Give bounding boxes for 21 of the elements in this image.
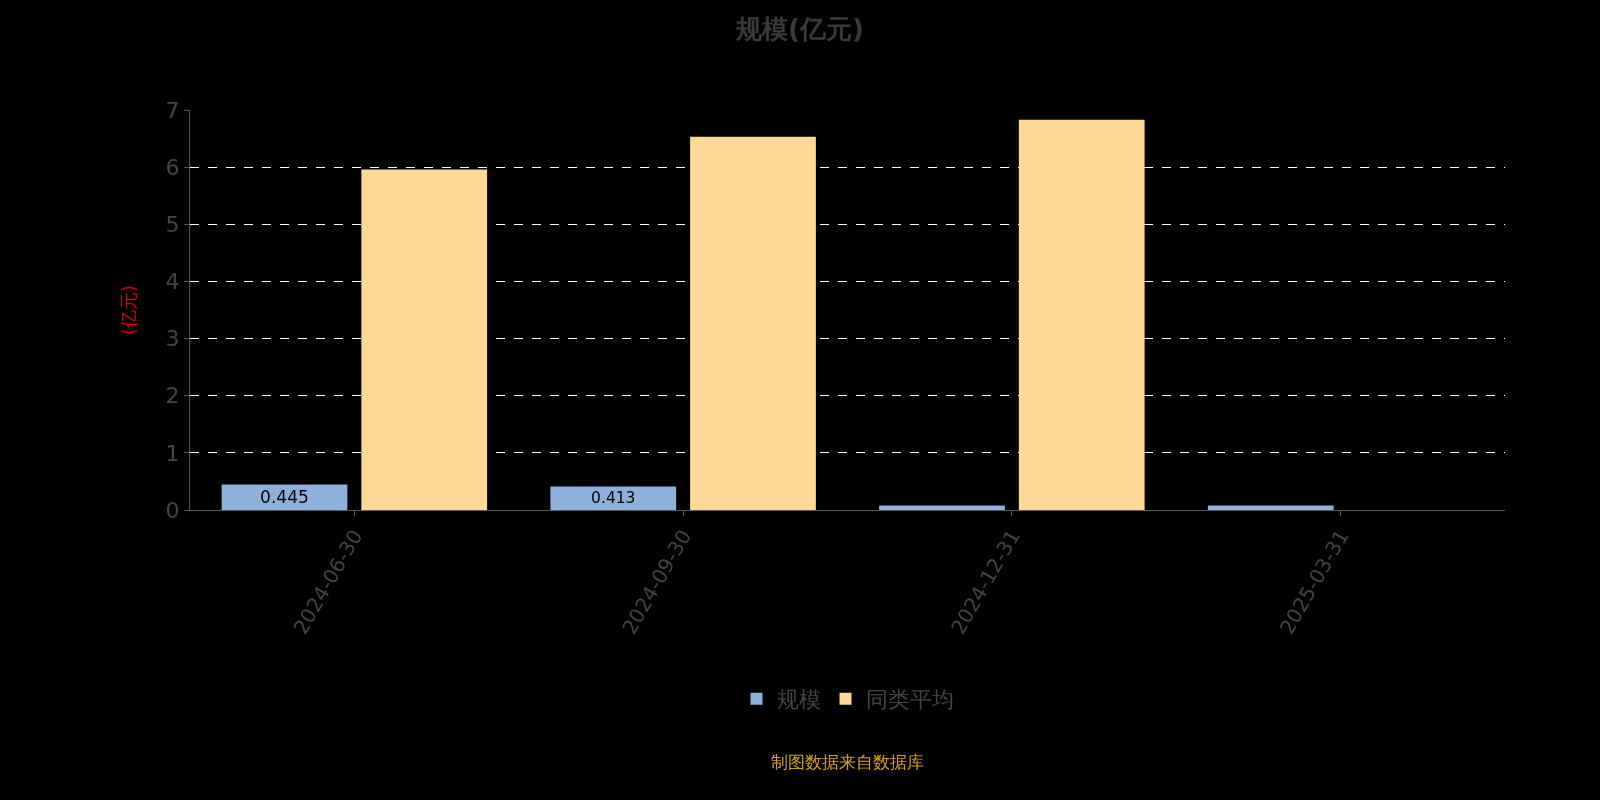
y-tick-label: 7 <box>165 97 180 123</box>
legend-label: 同类平均 <box>865 687 954 713</box>
bar <box>550 486 677 510</box>
legend-label: 规模 <box>776 687 821 713</box>
bar <box>361 169 488 510</box>
bar <box>1018 119 1145 510</box>
y-tick-label: 6 <box>165 154 180 180</box>
text: 制图数据来自数据库 <box>771 752 924 772</box>
bar <box>879 505 1005 510</box>
y-tick-label: 3 <box>165 326 180 352</box>
y-tick-label: 0 <box>165 497 180 523</box>
y-tick-label: 4 <box>165 269 180 295</box>
y-tick-label: 5 <box>165 211 180 237</box>
bar <box>1207 505 1334 510</box>
chart-title: 规模(亿元) <box>735 14 864 45</box>
y-tick-label: 1 <box>165 440 180 466</box>
bar <box>690 136 816 510</box>
data-label: 0.445 <box>260 487 309 508</box>
data-label: 0.413 <box>591 489 636 508</box>
y-tick-label: 2 <box>165 383 180 409</box>
y-axis-title: (亿元) <box>117 284 139 336</box>
